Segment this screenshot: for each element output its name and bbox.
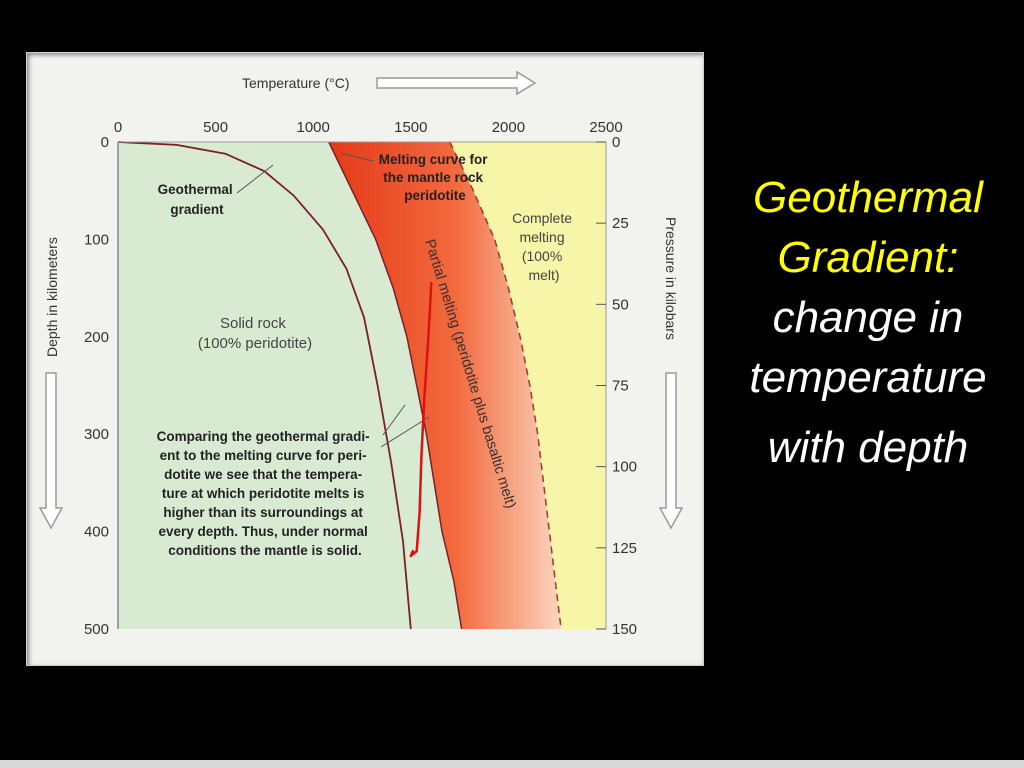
x-tick-label: 1500 bbox=[394, 119, 427, 136]
pressure-tick-label: 100 bbox=[612, 459, 637, 476]
comparison-note: Comparing the geothermal gradi- ent to t… bbox=[157, 429, 374, 558]
x-tick-label: 500 bbox=[203, 119, 228, 136]
y-tick-label: 100 bbox=[84, 231, 109, 248]
pressure-tick-label: 75 bbox=[612, 378, 629, 395]
pressure-tick-label: 25 bbox=[612, 215, 629, 232]
x-tick-label: 1000 bbox=[297, 119, 330, 136]
solid-rock-region bbox=[118, 142, 462, 629]
complete-melting-region bbox=[449, 142, 606, 629]
side-text-line-5: with depth bbox=[767, 423, 969, 472]
down-arrow-left-icon bbox=[38, 372, 64, 530]
y-tick-label: 200 bbox=[84, 329, 109, 346]
x-axis-title: Temperature (°C) bbox=[242, 75, 350, 91]
slide-side-text: Geothermal Gradient: change in temperatu… bbox=[712, 168, 1024, 478]
x-tick-label: 2500 bbox=[589, 119, 622, 136]
figure-panel: 0 500 1000 1500 2000 2500 0 100 200 300 400 500 0 2… bbox=[26, 52, 704, 666]
note-pointer-melt bbox=[380, 416, 430, 448]
melting-curve-label: Melting curve for the mantle rock perido… bbox=[379, 152, 492, 203]
y-tick-label: 500 bbox=[84, 621, 109, 638]
pressure-tick-label: 0 bbox=[612, 134, 620, 151]
complete-melting-line bbox=[449, 141, 562, 630]
y-tick-label: 300 bbox=[84, 426, 109, 443]
side-text-line-3: change in bbox=[772, 293, 964, 342]
down-arrow-right-icon bbox=[658, 372, 684, 530]
pressure-tick-labels: 0 25 50 75 100 125 150 bbox=[596, 134, 637, 638]
x-tick-label: 2000 bbox=[492, 119, 525, 136]
side-title-line-2: Gradient: bbox=[777, 233, 959, 282]
side-text-line-4: temperature bbox=[749, 353, 987, 402]
pressure-tick-label: 125 bbox=[612, 540, 637, 557]
x-tick-labels: 0 500 1000 1500 2000 2500 bbox=[114, 119, 623, 136]
geothermal-gradient-label: Geothermal gradient bbox=[158, 182, 237, 217]
complete-melting-label: Complete melting (100% melt) bbox=[512, 210, 576, 283]
geothermal-chart: 0 500 1000 1500 2000 2500 0 100 200 300 400 500 0 2… bbox=[38, 70, 684, 638]
melting-curve-line bbox=[328, 141, 463, 630]
y-tick-labels: 0 100 200 300 400 500 bbox=[84, 134, 109, 638]
geothermal-gradient-line bbox=[117, 141, 412, 630]
y-axis-title-right: Pressure in kilobars bbox=[663, 217, 679, 340]
side-title-line-1: Geothermal bbox=[753, 173, 983, 222]
slide-bottom-bar bbox=[0, 760, 1024, 768]
y-tick-label: 0 bbox=[101, 134, 109, 151]
pressure-tick-label: 150 bbox=[612, 621, 637, 638]
y-tick-label: 400 bbox=[84, 524, 109, 541]
geothermal-pointer-line bbox=[236, 164, 274, 194]
y-axis-title-left: Depth in kilometers bbox=[44, 237, 60, 357]
handwritten-mark bbox=[409, 281, 433, 558]
note-pointer-geotherm bbox=[382, 404, 406, 436]
right-arrow-icon bbox=[376, 70, 537, 96]
partial-melting-region bbox=[328, 142, 562, 629]
melting-pointer-line bbox=[340, 152, 374, 162]
solid-rock-label: Solid rock (100% peridotite) bbox=[198, 315, 312, 352]
x-tick-label: 0 bbox=[114, 119, 122, 136]
pressure-tick-label: 50 bbox=[612, 296, 629, 313]
